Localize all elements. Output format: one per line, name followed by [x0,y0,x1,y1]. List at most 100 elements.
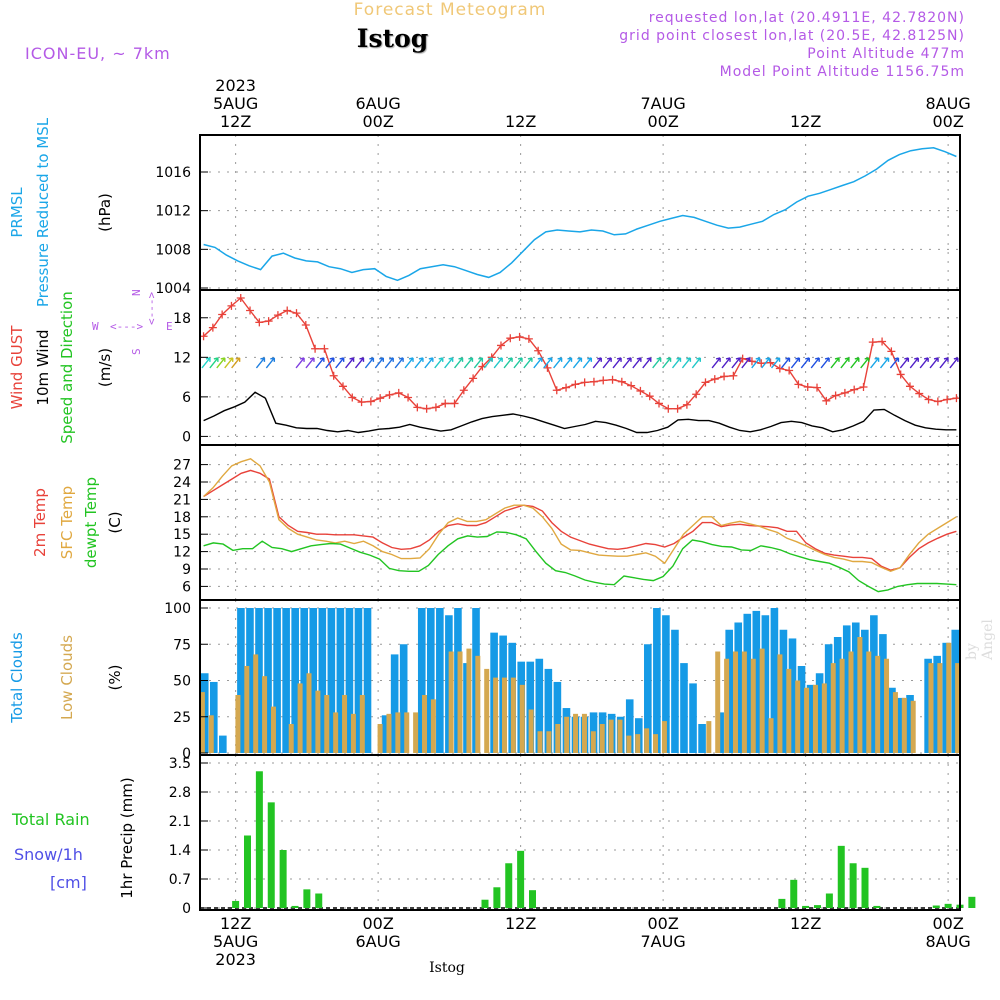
temp-line-sfc [203,458,957,573]
wind-direction-arrow [949,357,959,369]
low-cloud-bar [866,651,872,753]
top-time-label: 00Z [647,112,678,131]
wind-arrow-stroke [572,357,583,369]
total-cloud-bar [888,687,896,753]
low-cloud-bar [955,663,961,753]
wind-arrow-stroke [681,357,692,369]
compass-ew-arrow: <---> [110,320,143,333]
wind-direction-arrow [929,357,939,369]
low-cloud-bar [706,721,712,753]
total-cloud-bar [381,715,390,753]
low-cloud-bar [493,677,499,753]
bottom-time-label: 00Z [647,914,678,933]
gust-point [803,382,812,391]
y-tick-label: 1012 [155,204,191,220]
wind-direction-arrow [216,357,226,369]
low-cloud-bar [795,680,801,753]
compass-e: E [166,320,173,333]
low-cloud-bar [626,735,632,753]
gust-point [933,397,942,406]
total-cloud-bar [879,634,887,753]
wind-arrow-stroke [582,357,593,369]
total-cloud-bar [264,608,272,753]
top-time-label: 12Z [220,112,251,131]
precip-snow-unit: [cm] [50,873,87,892]
wind-direction-arrow [325,357,335,369]
total-cloud-bar [933,655,941,753]
compass-w: W [92,320,99,333]
total-cloud-bar [770,608,779,753]
total-cloud-bar [345,608,354,753]
low-cloud-bar [519,684,525,753]
wind-direction-arrow [771,357,781,369]
low-cloud-bar [528,709,534,753]
panel-frame-temp [199,444,961,601]
low-cloud-bar [510,677,516,753]
model-altitude: Model Point Altitude 1156.75m [719,64,965,80]
wind-arrow-stroke [731,357,741,369]
total-cloud-bar [842,625,851,753]
wind-arrow-stroke [345,357,355,369]
gust-point [459,386,468,395]
wind-arrow-stroke [632,357,642,369]
gust-point [496,341,505,350]
low-cloud-bar [208,715,214,753]
gust-point [534,346,543,355]
gust-point [413,403,422,412]
wind-arrow-stroke [444,357,454,369]
wind-direction-arrow [364,357,375,369]
wind-arrow-stroke [364,357,375,369]
low-cloud-bar [786,668,792,753]
low-cloud-bar [484,668,490,753]
wind-direction-arrow [810,357,820,369]
wind-direction-arrow [879,357,890,369]
low-cloud-bar [235,695,241,753]
low-cloud-bar [946,642,952,753]
y-axis-label: PRMSL [8,187,26,238]
wind-arrow-stroke [394,357,404,369]
total-cloud-bar [870,615,878,753]
gust-point [264,317,273,326]
total-cloud-bar [734,622,743,753]
point-altitude: Point Altitude 477m [807,46,965,62]
gust-point [524,334,533,343]
wind-direction-arrow [295,357,305,369]
gust-point [450,399,459,408]
precip-bar [315,893,323,908]
wind-arrow-stroke [503,357,513,369]
precip-bar [505,863,513,908]
gust-point [376,394,385,403]
precip-bar [944,903,952,908]
gust-point [850,385,859,394]
wind-arrow-stroke [216,357,226,369]
low-cloud-bar [768,718,774,753]
low-cloud-bar [839,658,845,753]
gust-point [645,392,654,401]
precip-bar [255,771,263,908]
y-tick-label: 0 [182,746,191,762]
gust-point [246,306,255,315]
low-cloud-bar [270,706,276,753]
wind-direction-arrow [335,357,345,369]
compass-n: N [130,289,143,296]
gust-point [441,399,450,408]
total-cloud-bar [906,695,914,753]
wind-direction-arrow [889,357,900,369]
bottom-time-label: 2023 [215,950,256,969]
low-cloud-bar [475,655,481,753]
wind-arrow-stroke [473,357,484,369]
wind-arrow-stroke [493,357,503,369]
low-cloud-bar [901,697,907,753]
wind-direction-arrow [731,357,741,369]
total-cloud-bar [535,658,544,753]
gust-line [203,296,957,410]
top-time-label: 00Z [932,112,963,131]
low-cloud-bar [199,692,205,753]
requested-coords: requested lon,lat (20.4911E, 42.7820N) [648,10,965,26]
gust-point [357,398,366,407]
wind-direction-arrow [741,357,751,369]
wind-arrow-stroke [523,357,533,369]
low-cloud-bar [635,734,641,753]
gust-point [785,366,794,375]
gust-point [896,370,905,379]
